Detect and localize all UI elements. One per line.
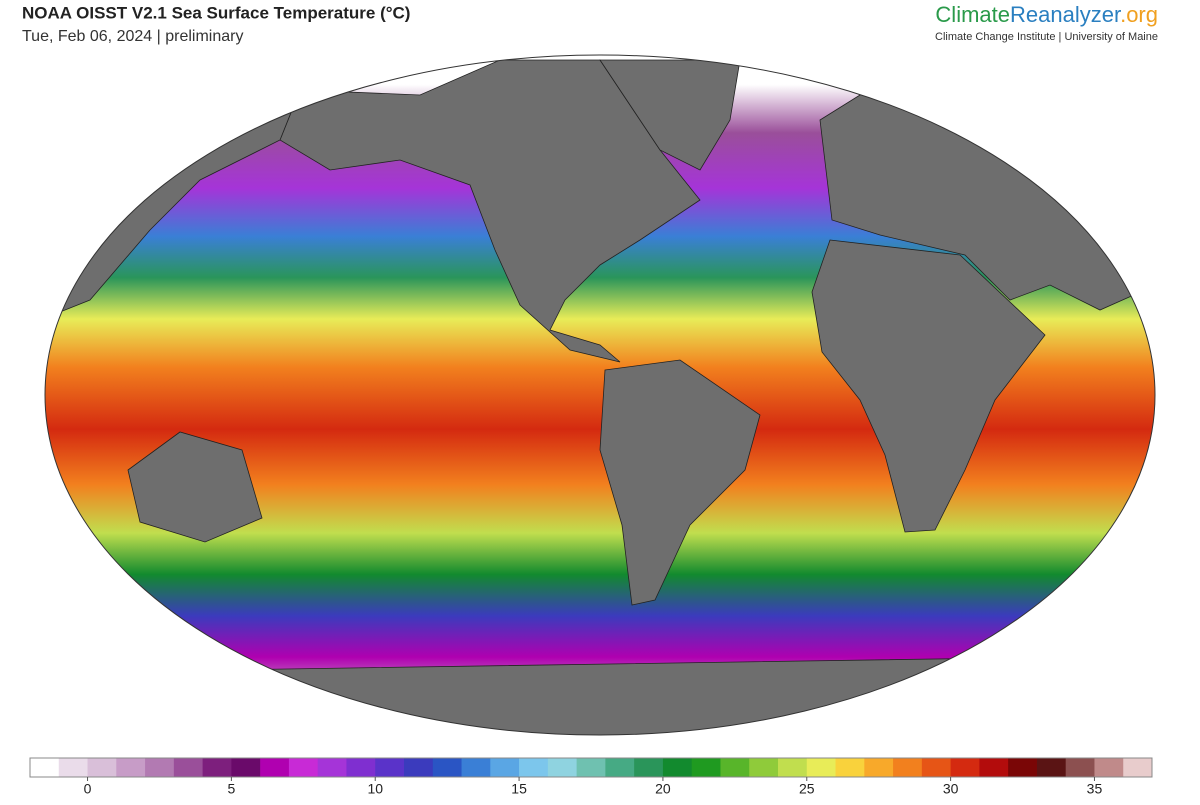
- colorbar-cell: [634, 758, 664, 777]
- subtitle: Tue, Feb 06, 2024 | preliminary: [22, 28, 243, 45]
- colorbar-tick-label: 30: [943, 781, 959, 797]
- colorbar-cell: [662, 758, 693, 777]
- colorbar-cell: [806, 758, 837, 777]
- colorbar-cell: [173, 758, 204, 777]
- colorbar-cell: [1065, 758, 1095, 777]
- colorbar-cell: [30, 758, 60, 777]
- colorbar-cell: [979, 758, 1009, 777]
- colorbar-cell: [605, 758, 635, 777]
- colorbar-cell: [519, 758, 549, 777]
- colorbar-cell: [432, 758, 463, 777]
- colorbar-cell: [58, 758, 89, 777]
- colorbar-tick-label: 15: [511, 781, 527, 797]
- colorbar-cell: [288, 758, 319, 777]
- colorbar-cell: [116, 758, 146, 777]
- colorbar-cell: [950, 758, 980, 777]
- globe: [45, 55, 1155, 735]
- colorbar-cell: [87, 758, 117, 777]
- colorbar-cell: [864, 758, 894, 777]
- brand-tagline: Climate Change Institute | University of…: [935, 31, 1158, 43]
- colorbar-tick-label: 35: [1087, 781, 1103, 797]
- brand-part: Reanalyzer: [1010, 2, 1121, 27]
- brand-part: .org: [1120, 2, 1158, 27]
- colorbar-cell: [1094, 758, 1124, 777]
- colorbar-cell: [490, 758, 520, 777]
- colorbar-cell: [404, 758, 434, 777]
- colorbar-cell: [375, 758, 405, 777]
- colorbar-cell: [346, 758, 376, 777]
- colorbar-tick-label: 20: [655, 781, 671, 797]
- colorbar-cell: [576, 758, 606, 777]
- colorbar-tick-label: 5: [227, 781, 235, 797]
- brand: ClimateReanalyzer.org: [935, 2, 1158, 27]
- colorbar-cell: [720, 758, 750, 777]
- globe-outline: [44, 54, 1156, 736]
- colorbar-tick-label: 10: [367, 781, 383, 797]
- colorbar-cell: [260, 758, 290, 777]
- colorbar-cell: [547, 758, 578, 777]
- colorbar: 0 5 10 15 20 25 30 35: [29, 757, 1153, 797]
- colorbar-cell: [778, 758, 808, 777]
- colorbar-cell: [893, 758, 923, 777]
- colorbar-cell: [202, 758, 232, 777]
- brand-part: Climate: [935, 2, 1010, 27]
- colorbar-cell: [921, 758, 952, 777]
- colorbar-cell: [1123, 758, 1153, 777]
- title: NOAA OISST V2.1 Sea Surface Temperature …: [22, 3, 410, 22]
- colorbar-tick-label: 25: [799, 781, 815, 797]
- colorbar-cell: [691, 758, 721, 777]
- colorbar-cell: [317, 758, 347, 777]
- colorbar-cell: [145, 758, 175, 777]
- colorbar-cell: [1036, 758, 1067, 777]
- colorbar-frame: [29, 757, 1153, 778]
- colorbar-tick-label: 0: [84, 781, 92, 797]
- colorbar-cell: [749, 758, 779, 777]
- colorbar-cell: [1008, 758, 1038, 777]
- colorbar-cell: [835, 758, 865, 777]
- colorbar-cell: [461, 758, 491, 777]
- colorbar-cell: [231, 758, 261, 777]
